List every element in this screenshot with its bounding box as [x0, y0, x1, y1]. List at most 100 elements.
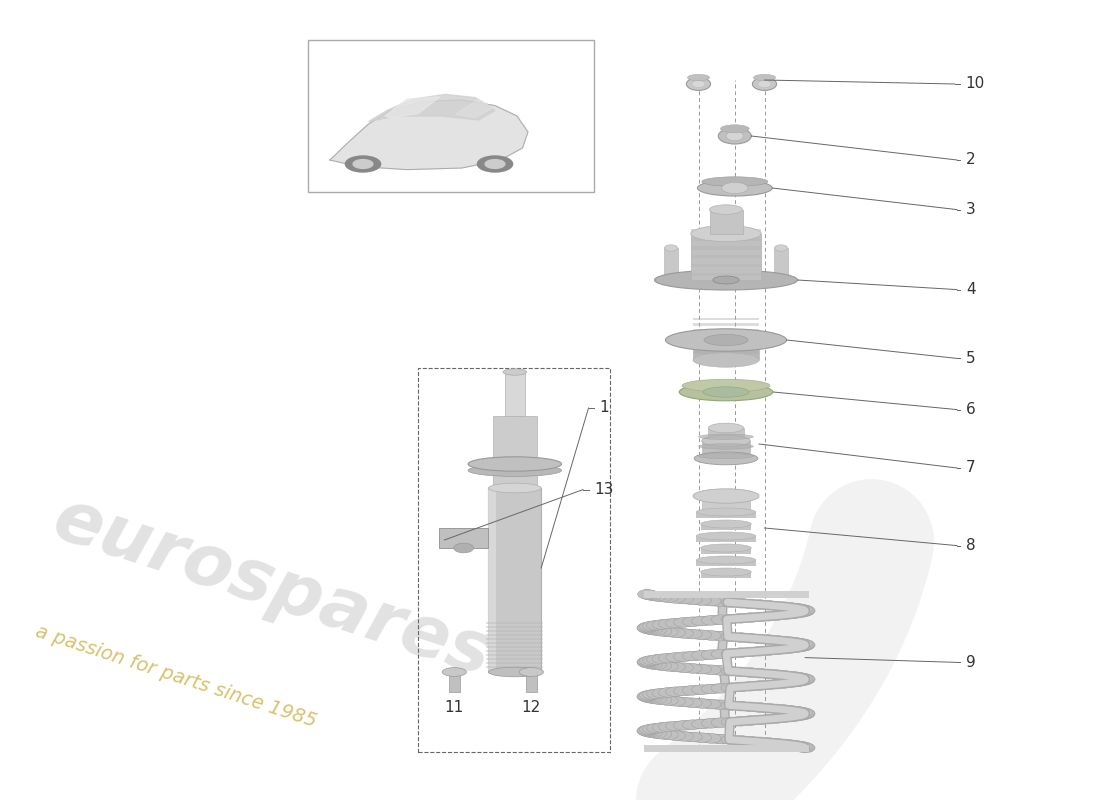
Bar	[488, 488, 496, 672]
Ellipse shape	[686, 78, 711, 90]
Ellipse shape	[722, 666, 741, 676]
Ellipse shape	[773, 670, 793, 680]
Ellipse shape	[773, 739, 793, 749]
Ellipse shape	[692, 650, 712, 660]
Bar	[691, 238, 761, 241]
Bar	[693, 351, 759, 354]
Ellipse shape	[666, 594, 685, 603]
Ellipse shape	[647, 654, 667, 664]
Text: a passion for parts since 1985: a passion for parts since 1985	[33, 622, 319, 730]
Bar	[691, 234, 761, 280]
Ellipse shape	[722, 632, 741, 642]
Ellipse shape	[666, 628, 685, 638]
Ellipse shape	[773, 678, 793, 688]
Polygon shape	[368, 94, 495, 122]
Ellipse shape	[767, 738, 786, 748]
Ellipse shape	[673, 686, 693, 696]
Ellipse shape	[794, 674, 814, 683]
Ellipse shape	[659, 619, 679, 629]
Ellipse shape	[673, 731, 693, 741]
Ellipse shape	[637, 726, 657, 736]
Bar	[526, 672, 537, 692]
Ellipse shape	[794, 675, 814, 685]
Ellipse shape	[711, 666, 730, 675]
Ellipse shape	[767, 679, 786, 689]
Ellipse shape	[711, 649, 730, 658]
Ellipse shape	[773, 705, 793, 714]
Ellipse shape	[659, 662, 679, 671]
Ellipse shape	[711, 615, 730, 625]
Ellipse shape	[722, 649, 741, 658]
Ellipse shape	[740, 736, 760, 746]
Ellipse shape	[652, 592, 672, 602]
Ellipse shape	[697, 180, 772, 196]
Ellipse shape	[691, 226, 761, 242]
Ellipse shape	[790, 677, 810, 686]
Ellipse shape	[659, 696, 679, 706]
Ellipse shape	[647, 620, 667, 630]
Ellipse shape	[773, 610, 793, 620]
Ellipse shape	[702, 177, 768, 186]
Ellipse shape	[759, 634, 779, 644]
Polygon shape	[330, 100, 528, 170]
Bar	[486, 630, 543, 632]
Ellipse shape	[647, 723, 667, 733]
Bar	[486, 654, 543, 656]
Bar	[691, 273, 761, 276]
Ellipse shape	[477, 156, 513, 172]
Ellipse shape	[780, 740, 800, 750]
Ellipse shape	[730, 598, 750, 608]
Ellipse shape	[785, 643, 805, 653]
Bar	[493, 416, 537, 488]
Ellipse shape	[692, 698, 712, 708]
Bar	[691, 246, 761, 250]
Ellipse shape	[790, 638, 810, 648]
Ellipse shape	[740, 599, 760, 609]
Ellipse shape	[794, 710, 814, 719]
Ellipse shape	[693, 489, 759, 503]
Bar	[701, 524, 751, 530]
Ellipse shape	[785, 712, 805, 722]
Bar	[696, 512, 756, 518]
Bar	[486, 650, 543, 652]
Ellipse shape	[740, 702, 760, 712]
Text: eurospares: eurospares	[44, 485, 499, 691]
Ellipse shape	[794, 641, 814, 650]
Ellipse shape	[740, 682, 760, 691]
Ellipse shape	[773, 644, 793, 654]
Ellipse shape	[793, 707, 813, 717]
Ellipse shape	[722, 683, 741, 693]
Ellipse shape	[638, 693, 658, 702]
Ellipse shape	[666, 687, 685, 697]
Ellipse shape	[647, 626, 667, 635]
Ellipse shape	[711, 597, 730, 606]
Ellipse shape	[750, 702, 770, 712]
Ellipse shape	[638, 622, 658, 632]
Ellipse shape	[740, 634, 760, 643]
Ellipse shape	[730, 682, 750, 692]
Ellipse shape	[767, 645, 786, 654]
Ellipse shape	[638, 624, 658, 634]
Ellipse shape	[647, 729, 667, 738]
Ellipse shape	[702, 718, 722, 728]
Ellipse shape	[702, 699, 722, 709]
Bar	[449, 672, 460, 692]
Ellipse shape	[730, 614, 750, 623]
Ellipse shape	[652, 688, 672, 698]
Bar	[486, 658, 543, 660]
Ellipse shape	[692, 596, 712, 606]
Ellipse shape	[696, 556, 756, 564]
Ellipse shape	[795, 606, 815, 615]
Bar	[691, 229, 761, 232]
Ellipse shape	[794, 606, 814, 616]
Ellipse shape	[785, 678, 805, 687]
Ellipse shape	[652, 626, 672, 636]
Ellipse shape	[639, 590, 659, 600]
Ellipse shape	[780, 637, 800, 646]
Ellipse shape	[726, 131, 744, 141]
Text: 2: 2	[966, 153, 976, 167]
Bar	[486, 662, 543, 664]
Ellipse shape	[759, 738, 779, 747]
Bar	[486, 642, 543, 644]
Ellipse shape	[773, 713, 793, 722]
